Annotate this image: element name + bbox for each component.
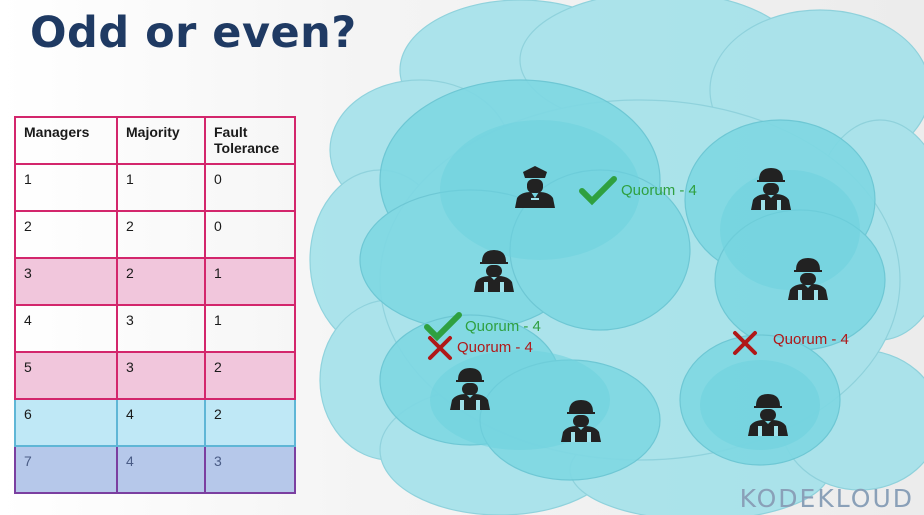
table-header-row: Managers Majority Fault Tolerance [14,116,296,165]
construction-worker-icon [751,168,791,210]
cell-fault-tolerance: 1 [204,257,296,306]
cell-majority: 4 [116,445,206,494]
check-icon [424,312,462,342]
cell-managers: 4 [14,304,118,353]
quorum-label-top: Quorum - 4 [621,182,697,199]
check-icon [579,176,617,206]
kodekloud-logo: KODEKLOUD [739,484,914,513]
construction-worker-icon [474,250,514,292]
cell-managers: 6 [14,398,118,447]
header-fault-tolerance: Fault Tolerance [204,116,296,165]
cell-fault-tolerance: 1 [204,304,296,353]
police-officer-icon [515,166,555,208]
cell-majority: 2 [116,210,206,259]
header-managers: Managers [14,116,118,165]
construction-worker-icon [788,258,828,300]
cell-managers: 1 [14,163,118,212]
cross-icon [428,336,452,360]
cell-majority: 2 [116,257,206,306]
cell-managers: 3 [14,257,118,306]
page-title: Odd or even? [30,8,357,58]
cell-fault-tolerance: 3 [204,445,296,494]
construction-worker-icon [450,368,490,410]
cell-majority: 3 [116,351,206,400]
construction-worker-icon [561,400,601,442]
quorum-label-right-fail: Quorum - 4 [773,331,849,348]
cell-fault-tolerance: 0 [204,163,296,212]
quorum-label-left-fail: Quorum - 4 [457,339,533,356]
cell-managers: 7 [14,445,118,494]
cell-fault-tolerance: 2 [204,351,296,400]
cell-majority: 1 [116,163,206,212]
cell-majority: 4 [116,398,206,447]
quorum-label-left-ok: Quorum - 4 [465,318,541,335]
cell-majority: 3 [116,304,206,353]
header-majority: Majority [116,116,206,165]
cell-managers: 2 [14,210,118,259]
cell-managers: 5 [14,351,118,400]
construction-worker-icon [748,394,788,436]
cell-fault-tolerance: 0 [204,210,296,259]
cross-icon [733,331,757,355]
cell-fault-tolerance: 2 [204,398,296,447]
